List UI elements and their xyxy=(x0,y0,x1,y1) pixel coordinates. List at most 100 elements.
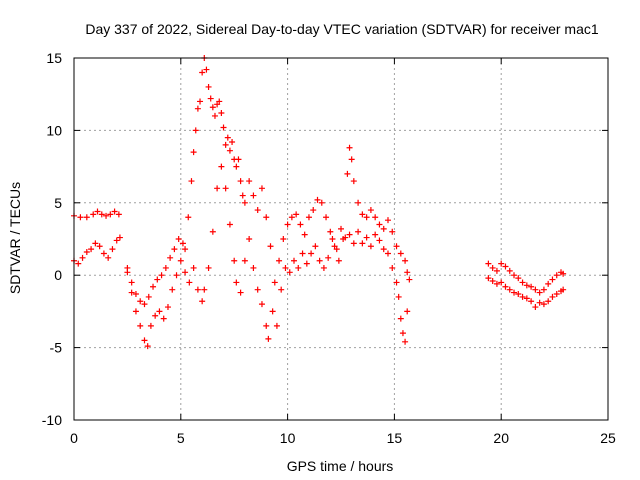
x-tick-label: 20 xyxy=(493,430,509,446)
data-point-plus xyxy=(293,211,300,218)
data-point-plus xyxy=(549,276,556,283)
x-axis-label: GPS time / hours xyxy=(287,458,394,474)
data-point-plus xyxy=(493,280,500,287)
data-point-plus xyxy=(367,243,374,250)
data-point-plus xyxy=(237,178,244,185)
data-point-plus xyxy=(182,246,189,253)
data-point-plus xyxy=(380,246,387,253)
data-point-plus xyxy=(128,289,135,296)
data-point-plus xyxy=(299,250,306,257)
data-point-plus xyxy=(532,304,539,311)
data-point-plus xyxy=(395,293,402,300)
y-tick-label: 10 xyxy=(46,122,62,138)
data-point-plus xyxy=(404,308,411,315)
data-point-plus xyxy=(329,236,336,242)
data-point-plus xyxy=(267,243,274,250)
plot-frame xyxy=(73,57,609,421)
data-point-plus xyxy=(241,257,248,264)
data-point-plus xyxy=(224,134,231,141)
data-point-plus xyxy=(237,289,244,296)
data-point-plus xyxy=(207,95,214,102)
data-point-plus xyxy=(250,264,257,271)
data-point-plus xyxy=(258,185,265,192)
data-point-plus xyxy=(263,214,270,221)
data-point-plus xyxy=(389,228,396,235)
data-point-plus xyxy=(197,98,204,105)
data-point-plus xyxy=(384,250,391,257)
data-point-plus xyxy=(498,260,505,267)
data-point-plus xyxy=(263,322,270,329)
data-point-plus xyxy=(182,269,189,276)
data-point-plus xyxy=(323,214,330,221)
data-point-plus xyxy=(536,299,543,306)
data-point-plus xyxy=(376,237,383,244)
data-point-plus xyxy=(254,286,261,293)
data-point-plus xyxy=(137,322,144,329)
data-point-plus xyxy=(318,199,325,206)
data-point-plus xyxy=(271,279,278,286)
data-point-plus xyxy=(519,279,526,286)
data-point-plus xyxy=(363,234,370,241)
data-point-plus xyxy=(308,250,315,257)
data-point-plus xyxy=(167,254,174,261)
x-tick-label: 15 xyxy=(387,430,403,446)
data-point-plus xyxy=(301,231,308,238)
data-point-plus xyxy=(372,214,379,221)
data-point-plus xyxy=(250,192,257,199)
data-point-plus xyxy=(384,217,391,224)
data-point-plus xyxy=(190,149,197,156)
data-point-plus xyxy=(320,264,327,271)
data-point-plus xyxy=(226,147,233,154)
data-point-plus xyxy=(540,286,547,293)
data-point-plus xyxy=(359,240,366,247)
data-point-plus xyxy=(160,315,167,322)
x-tick-label: 10 xyxy=(280,430,296,446)
data-point-plus xyxy=(190,264,197,271)
data-point-plus xyxy=(493,267,500,274)
data-point-plus xyxy=(203,66,210,73)
data-point-plus xyxy=(532,286,539,293)
data-point-plus xyxy=(132,308,139,315)
y-axis-label: SDTVAR / TECUs xyxy=(7,182,23,294)
data-point-plus xyxy=(325,254,332,261)
data-point-plus xyxy=(389,264,396,271)
data-point-plus xyxy=(154,276,161,283)
data-point-plus xyxy=(179,240,186,247)
data-point-plus xyxy=(194,286,201,293)
data-point-plus xyxy=(515,275,522,282)
data-point-plus xyxy=(399,330,406,337)
data-point-plus xyxy=(239,192,246,199)
data-point-plus xyxy=(342,234,349,241)
data-point-plus xyxy=(273,322,280,329)
data-point-plus xyxy=(214,185,221,192)
data-point-plus xyxy=(338,225,344,232)
data-point-plus xyxy=(229,138,236,145)
data-point-plus xyxy=(233,163,240,170)
data-point-plus xyxy=(528,298,535,305)
data-point-plus xyxy=(173,272,180,279)
data-point-plus xyxy=(88,246,95,253)
data-point-plus xyxy=(376,221,383,228)
axis-ticks: 0 5 10 15 20 25 -10 -5 0 5 10 15 xyxy=(42,50,616,446)
data-point-plus xyxy=(295,264,302,271)
data-point-plus xyxy=(282,264,289,271)
data-point-plus xyxy=(284,221,291,228)
data-point-plus xyxy=(216,98,223,105)
x-tick-label: 5 xyxy=(177,430,185,446)
data-point-plus xyxy=(344,170,351,177)
data-point-plus xyxy=(233,279,240,286)
data-point-plus xyxy=(205,83,212,90)
data-point-plus xyxy=(276,257,283,264)
data-point-plus xyxy=(199,69,206,76)
data-point-plus xyxy=(246,236,253,242)
data-point-plus xyxy=(144,343,151,350)
data-point-plus xyxy=(113,237,120,244)
data-point-plus xyxy=(177,257,184,264)
data-point-plus xyxy=(372,231,379,238)
data-point-plus xyxy=(218,110,225,117)
data-point-plus xyxy=(186,279,193,286)
data-point-plus xyxy=(359,211,366,218)
data-point-plus xyxy=(485,275,492,282)
data-point-plus xyxy=(222,185,229,192)
